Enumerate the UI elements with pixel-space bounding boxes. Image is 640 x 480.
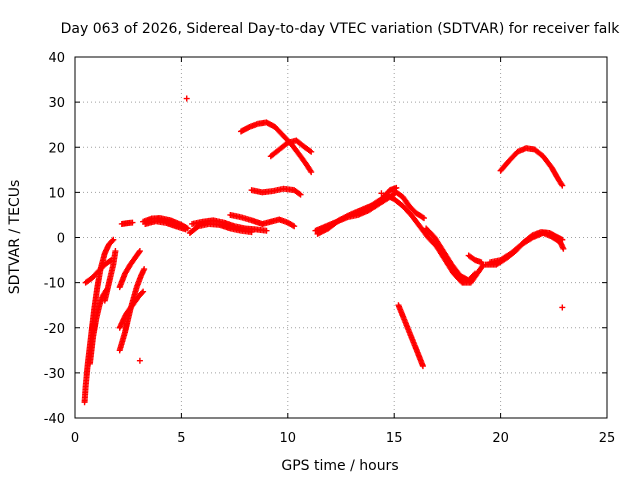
x-tick-label: 0	[71, 431, 79, 446]
data-point	[139, 289, 146, 296]
data-point	[136, 248, 143, 255]
y-tick-label: -40	[44, 412, 65, 427]
data-point	[393, 184, 400, 191]
x-tick-label: 10	[280, 431, 297, 446]
x-tick-label: 20	[492, 431, 509, 446]
y-tick-label: -30	[44, 367, 65, 382]
data-point	[306, 147, 313, 154]
data-point	[420, 215, 427, 222]
y-tick-label: 30	[48, 96, 65, 111]
data-point	[378, 190, 385, 197]
y-axis-label: SDTVAR / TECUs	[7, 180, 23, 295]
y-tick-label: 10	[48, 186, 65, 201]
data-point	[472, 270, 479, 277]
y-tick-label: 0	[57, 232, 65, 247]
data-point	[136, 357, 143, 364]
data-point	[109, 237, 116, 244]
data-point	[478, 259, 485, 266]
grid-lines	[75, 57, 607, 418]
x-axis-label: GPS time / hours	[281, 458, 398, 474]
data-point	[560, 245, 567, 252]
data-point	[136, 249, 143, 256]
x-tick-label: 25	[599, 431, 616, 446]
x-tick-label: 5	[177, 431, 185, 446]
data-point	[110, 236, 117, 243]
x-tick-label: 15	[386, 431, 403, 446]
data-point	[559, 304, 566, 311]
data-point	[141, 266, 148, 273]
data-point	[559, 182, 566, 189]
data-point	[182, 226, 189, 233]
data-point	[289, 222, 296, 229]
data-point	[419, 214, 426, 221]
data-point	[308, 169, 315, 176]
y-tick-label: 20	[48, 141, 65, 156]
data-point	[419, 363, 426, 370]
data-point	[308, 148, 315, 155]
data-point	[479, 262, 486, 269]
data-point	[471, 271, 477, 278]
data-point	[129, 219, 136, 226]
axis-ticks: 0 5 10 15 20 25 -40 -30 -20 -10 0 10 20 30 40	[44, 51, 616, 446]
data-point	[297, 191, 304, 198]
data-point	[183, 95, 190, 102]
plot-frame	[74, 56, 608, 419]
data-point	[263, 227, 270, 234]
data-point	[296, 190, 303, 197]
data-point	[112, 248, 119, 255]
chart-title: Day 063 of 2026, Sidereal Day-to-day VTE…	[61, 21, 621, 37]
y-tick-label: -10	[44, 277, 65, 292]
data-point	[291, 223, 298, 230]
y-tick-label: 40	[48, 51, 65, 66]
data-point	[140, 288, 147, 295]
y-tick-label: -20	[44, 322, 65, 337]
data-points	[81, 95, 567, 406]
